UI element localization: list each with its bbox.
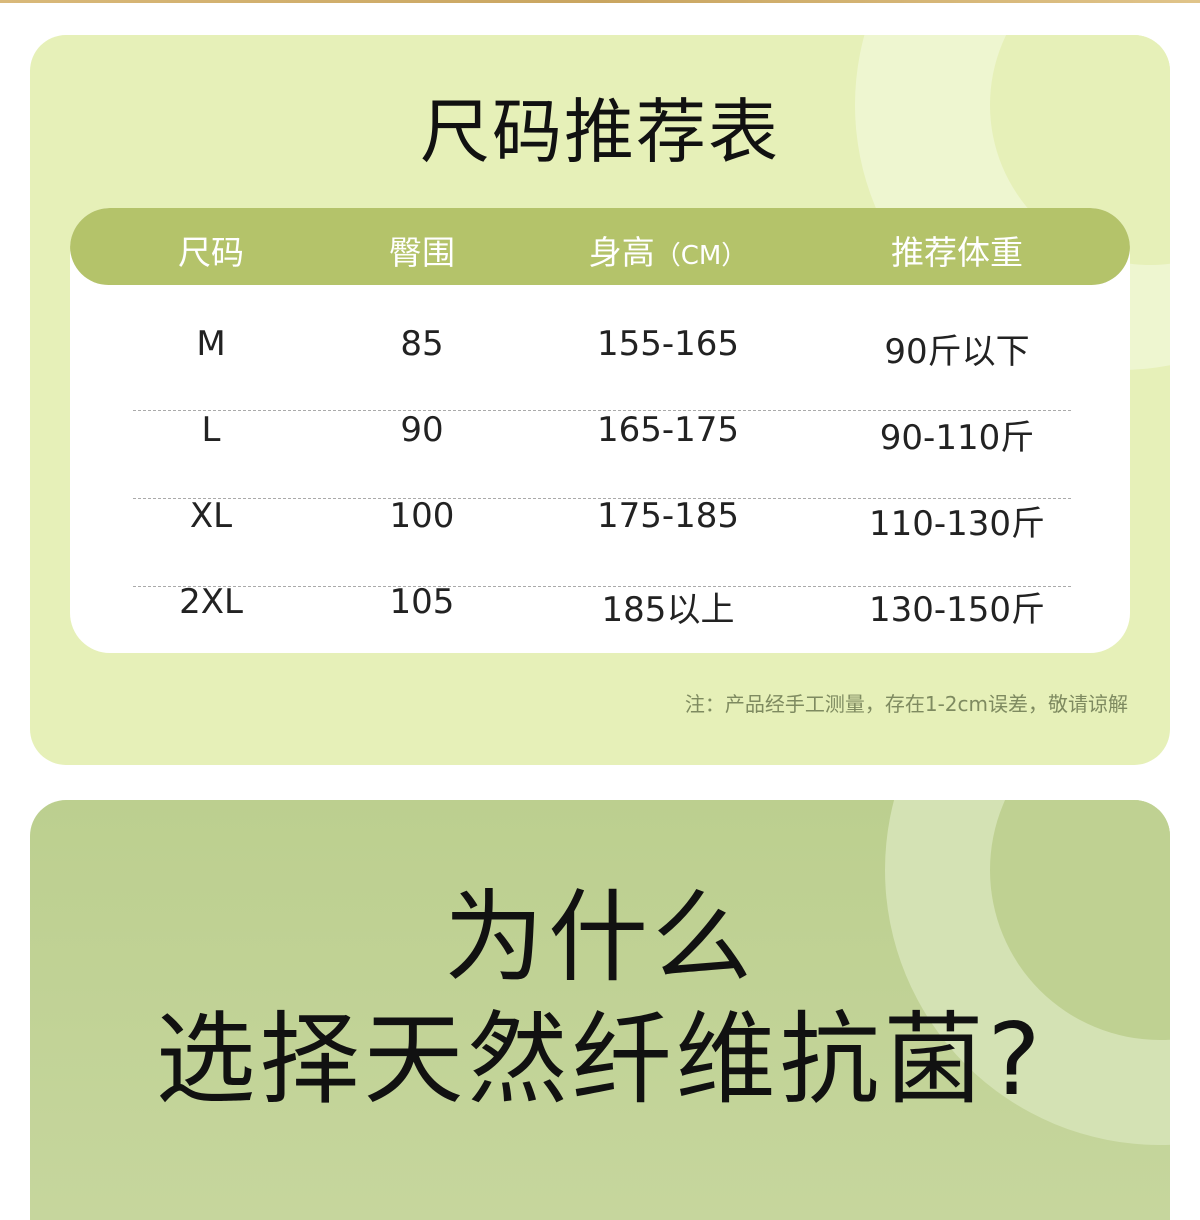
- header-weight: 推荐体重: [891, 233, 1023, 272]
- table-header: 尺码 臀围 身高（CM） 推荐体重: [70, 208, 1130, 285]
- header-hip: 臀围: [389, 233, 455, 272]
- table-cell: M: [196, 324, 226, 364]
- header-size: 尺码: [178, 233, 244, 272]
- size-table: 尺码 臀围 身高（CM） 推荐体重 M 85 155-165 90斤以下 L 90 165-…: [70, 208, 1130, 653]
- table-cell: 185以上: [601, 590, 735, 630]
- row-divider: [133, 586, 1071, 587]
- table-cell: 130-150斤: [868, 590, 1046, 630]
- table-cell: 90: [400, 410, 444, 450]
- top-strip: [0, 0, 1200, 3]
- table-cell: 110-130斤: [868, 504, 1046, 544]
- why-section-card: 为什么 选择天然纤维抗菌?: [30, 800, 1170, 1220]
- table-cell: 165-175: [596, 410, 740, 450]
- row-divider: [133, 410, 1071, 411]
- table-cell: 2XL: [179, 582, 243, 622]
- page-title: 尺码推荐表: [420, 91, 780, 173]
- table-cell: L: [201, 410, 221, 450]
- table-cell: 85: [400, 324, 444, 364]
- row-divider: [133, 498, 1071, 499]
- table-cell: XL: [189, 496, 233, 536]
- table-cell: 90-110斤: [879, 418, 1035, 458]
- table-cell: 100: [389, 496, 455, 536]
- measurement-note: 注：产品经手工测量，存在1-2cm误差，敬请谅解: [684, 692, 1128, 716]
- table-cell: 90斤以下: [884, 332, 1030, 372]
- table-cell: 175-185: [596, 496, 740, 536]
- table-cell: 155-165: [596, 324, 740, 364]
- why-heading-line1: 为什么: [444, 879, 756, 996]
- table-cell: 105: [389, 582, 455, 622]
- header-height-unit: （CM）: [654, 241, 748, 271]
- why-heading-line2: 选择天然纤维抗菌?: [155, 1001, 1045, 1118]
- header-height-label: 身高: [588, 233, 655, 272]
- header-height: 身高（CM）: [589, 226, 748, 274]
- size-chart-card: 尺码推荐表 尺码 臀围 身高（CM） 推荐体重 M 85 155-165 90斤以下 L…: [30, 35, 1170, 765]
